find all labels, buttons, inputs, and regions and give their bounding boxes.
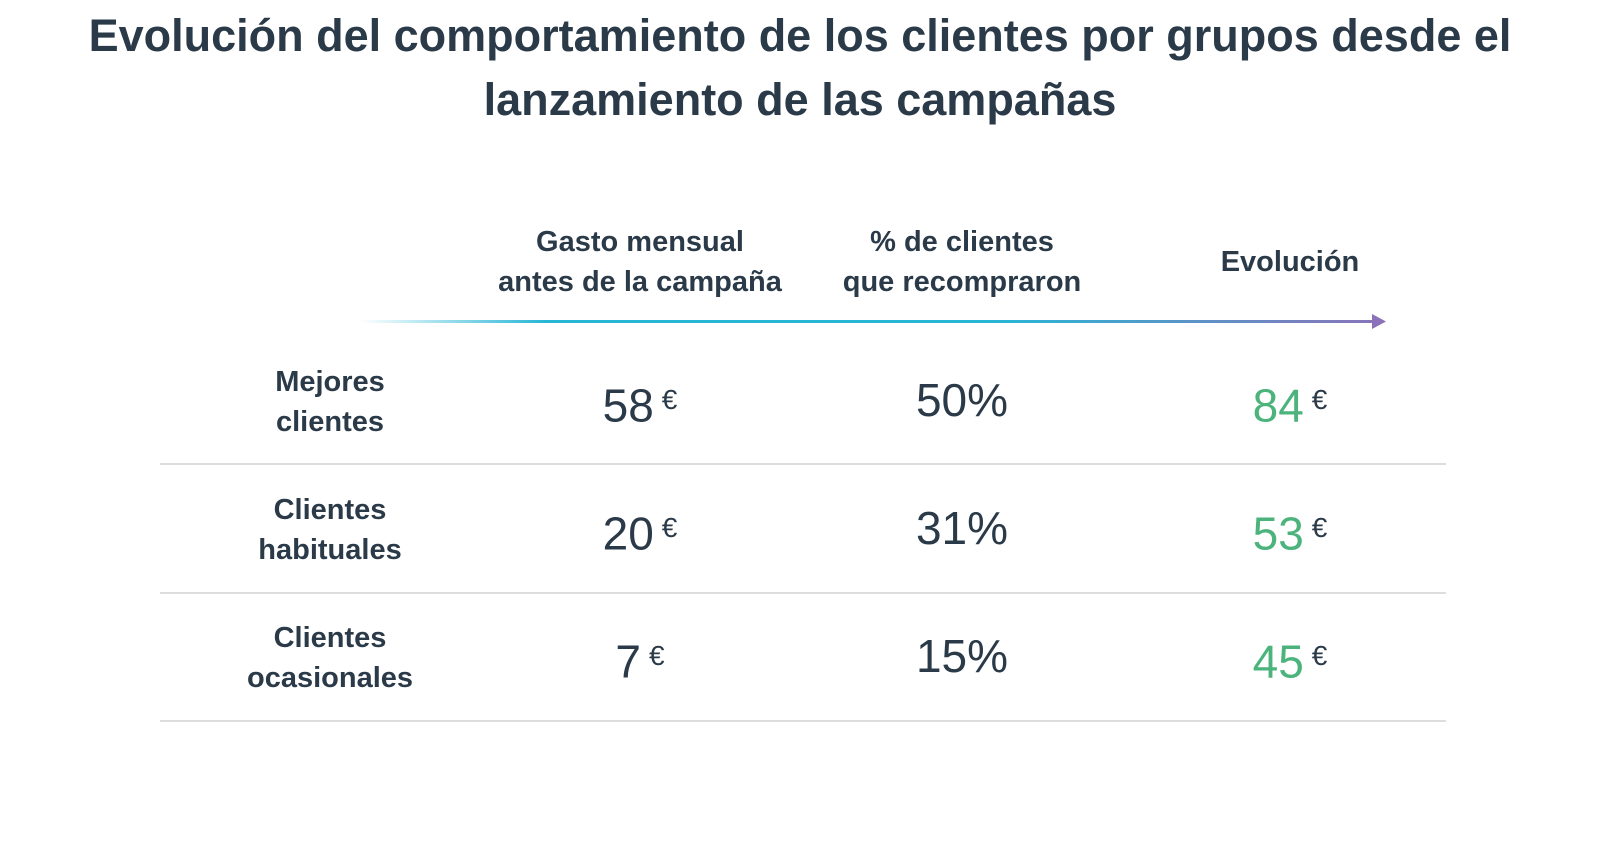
row-label-habituales: Clientes habituales [258, 494, 402, 566]
row-label-ocasionales: Clientes ocasionales [246, 622, 414, 694]
cell-recompra-ocasionales: 15% [915, 630, 1009, 682]
column-header-gasto: Gasto mensual antes de la campaña [498, 226, 782, 298]
cell-gasto-mejores: 58 € [602, 379, 678, 432]
cell-evolucion-mejores: 84 € [1252, 379, 1328, 432]
cell-evolucion-ocasionales: 45 € [1252, 635, 1328, 688]
cell-gasto-habituales: 20 € [602, 507, 678, 560]
column-header-evolucion: Evolución [1220, 246, 1360, 278]
column-header-recompra: % de clientes que recompraron [842, 226, 1082, 298]
row-divider [160, 720, 1446, 722]
row-divider [160, 463, 1446, 465]
cell-evolucion-habituales: 53 € [1252, 507, 1328, 560]
page-title: Evolución del comportamiento de los clie… [88, 10, 1512, 125]
cell-recompra-habituales: 31% [915, 502, 1009, 554]
row-label-mejores: Mejores clientes [275, 366, 385, 438]
row-divider [160, 592, 1446, 594]
cell-recompra-mejores: 50% [915, 374, 1009, 426]
arrow-line [360, 320, 1380, 323]
arrow-head-icon [1372, 314, 1386, 329]
cell-gasto-ocasionales: 7 € [615, 635, 665, 688]
